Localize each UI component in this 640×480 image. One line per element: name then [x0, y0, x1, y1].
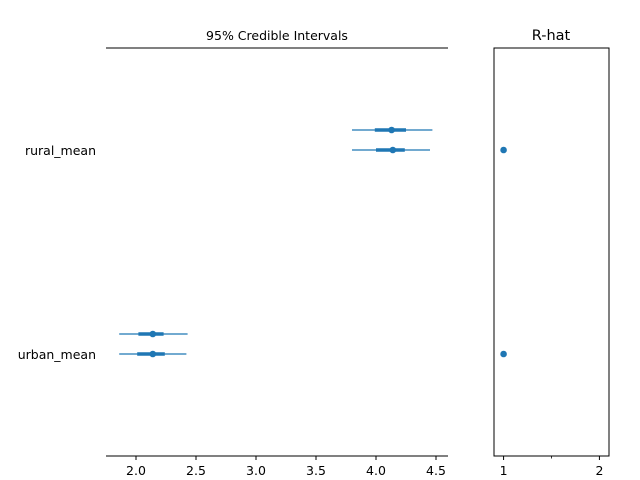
median-point [389, 146, 397, 154]
rhat-point-rural_mean [500, 146, 507, 154]
parameter-label-rural_mean: rural_mean [25, 143, 96, 158]
interval-rural_mean-chain-0 [352, 126, 433, 134]
interval-rural_mean-chain-1 [352, 146, 430, 154]
rhat-frame [493, 47, 610, 457]
ci-x-tick-label: 3.5 [306, 463, 326, 478]
rhat-points [500, 146, 507, 358]
ci-interval-marks [119, 126, 433, 358]
ci-x-axis-ticks: 2.0 2.5 3.0 3.5 4.0 4.5 [126, 456, 446, 478]
ci-x-tick-label: 3.0 [246, 463, 266, 478]
median-point [388, 126, 395, 134]
ci-x-tick-label: 2.0 [126, 463, 146, 478]
interval-urban_mean-chain-1 [119, 350, 187, 358]
rhat-point-urban_mean [500, 350, 507, 358]
credible-intervals-title: 95% Credible Intervals [206, 28, 348, 43]
ci-parameter-labels: rural_mean urban_mean [18, 143, 96, 362]
ci-x-tick-label: 4.5 [426, 463, 446, 478]
median-point [149, 330, 157, 338]
interval-urban_mean-chain-0 [119, 330, 188, 338]
parameter-label-urban_mean: urban_mean [18, 347, 96, 362]
credible-intervals-panel: 95% Credible Intervals rural_mean urban_m… [18, 28, 448, 478]
rhat-x-tick-label: 1 [500, 463, 508, 478]
median-point [149, 350, 157, 358]
rhat-title: R-hat [532, 28, 571, 44]
rhat-x-tick-label: 2 [595, 463, 603, 478]
ci-x-tick-label: 2.5 [186, 463, 206, 478]
ci-x-tick-label: 4.0 [366, 463, 386, 478]
